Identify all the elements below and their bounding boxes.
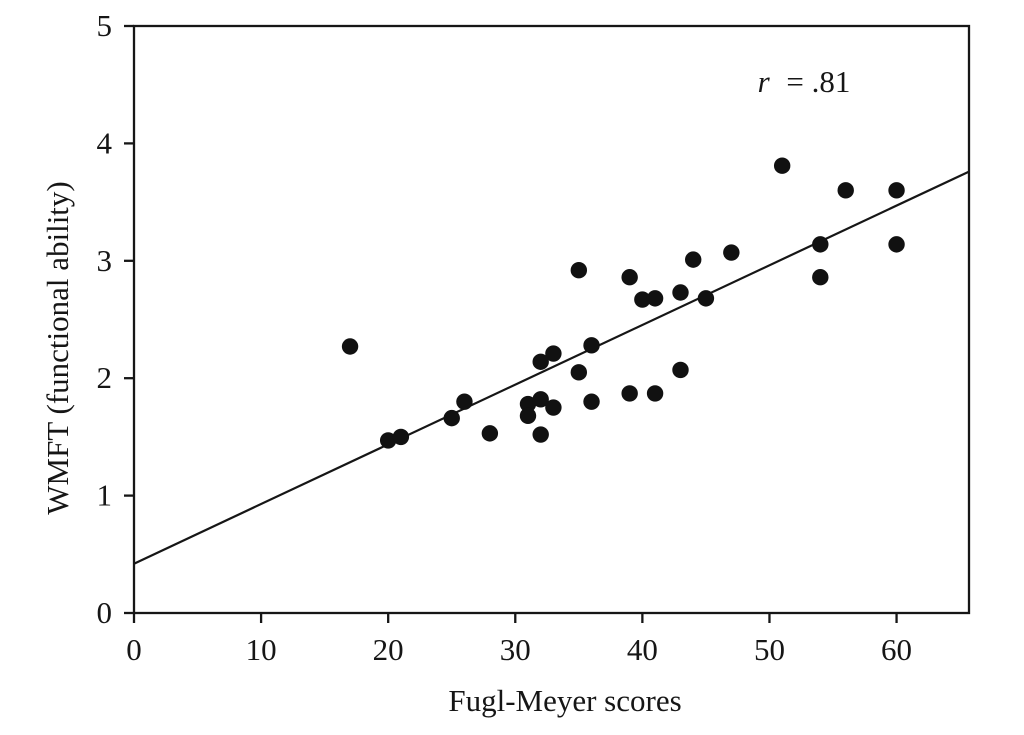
data-point — [519, 407, 537, 424]
data-point — [773, 157, 791, 174]
chart-generated-layer: 0 10 20 30 40 50 60 0 1 2 3 4 5 — [97, 8, 970, 667]
y-tick-label: 3 — [97, 243, 113, 278]
data-point — [545, 399, 562, 416]
x-tick-label: 10 — [246, 632, 277, 667]
y-tick-label: 5 — [97, 8, 113, 43]
data-point — [583, 393, 600, 410]
data-point — [888, 182, 905, 199]
data-point — [443, 409, 460, 427]
y-tick-label: 0 — [97, 595, 113, 630]
data-point — [532, 426, 549, 443]
data-point — [456, 393, 473, 410]
data-point — [723, 244, 740, 261]
data-point — [570, 261, 588, 279]
data-point — [392, 428, 410, 446]
data-point — [837, 182, 854, 199]
data-point — [570, 364, 588, 381]
data-point — [646, 385, 664, 402]
y-tick-label: 1 — [97, 478, 113, 513]
x-tick-label: 30 — [500, 632, 531, 667]
data-point — [672, 361, 689, 379]
x-tick-label: 0 — [126, 632, 142, 667]
y-tick-label: 4 — [97, 125, 113, 160]
data-point — [685, 251, 702, 268]
y-axis-label: WMFT (functional ability) — [40, 181, 75, 514]
data-point — [545, 345, 562, 362]
x-tick-label: 40 — [627, 632, 658, 667]
data-point — [672, 284, 689, 301]
correlation-annotation: r = .81 — [758, 64, 851, 99]
data-point — [888, 236, 905, 253]
data-point — [519, 395, 537, 413]
data-point — [697, 290, 715, 307]
data-point — [646, 290, 664, 307]
x-tick-label: 60 — [881, 632, 912, 667]
data-point — [379, 432, 397, 449]
data-point — [634, 291, 651, 308]
data-point — [532, 391, 549, 408]
correlation-symbol: r — [758, 64, 771, 99]
data-point — [621, 269, 638, 286]
data-point — [532, 353, 549, 370]
correlation-value: = .81 — [786, 64, 850, 99]
x-tick-label: 50 — [754, 632, 785, 667]
data-point — [812, 269, 829, 286]
plot-border — [132, 24, 971, 615]
data-point — [621, 385, 638, 402]
data-point — [583, 337, 600, 354]
data-point — [481, 425, 499, 442]
data-point — [812, 236, 829, 253]
x-axis-label: Fugl-Meyer scores — [448, 683, 681, 718]
data-point — [341, 338, 359, 355]
y-tick-label: 2 — [97, 360, 113, 395]
x-tick-label: 20 — [373, 632, 404, 667]
regression-line — [133, 170, 970, 565]
